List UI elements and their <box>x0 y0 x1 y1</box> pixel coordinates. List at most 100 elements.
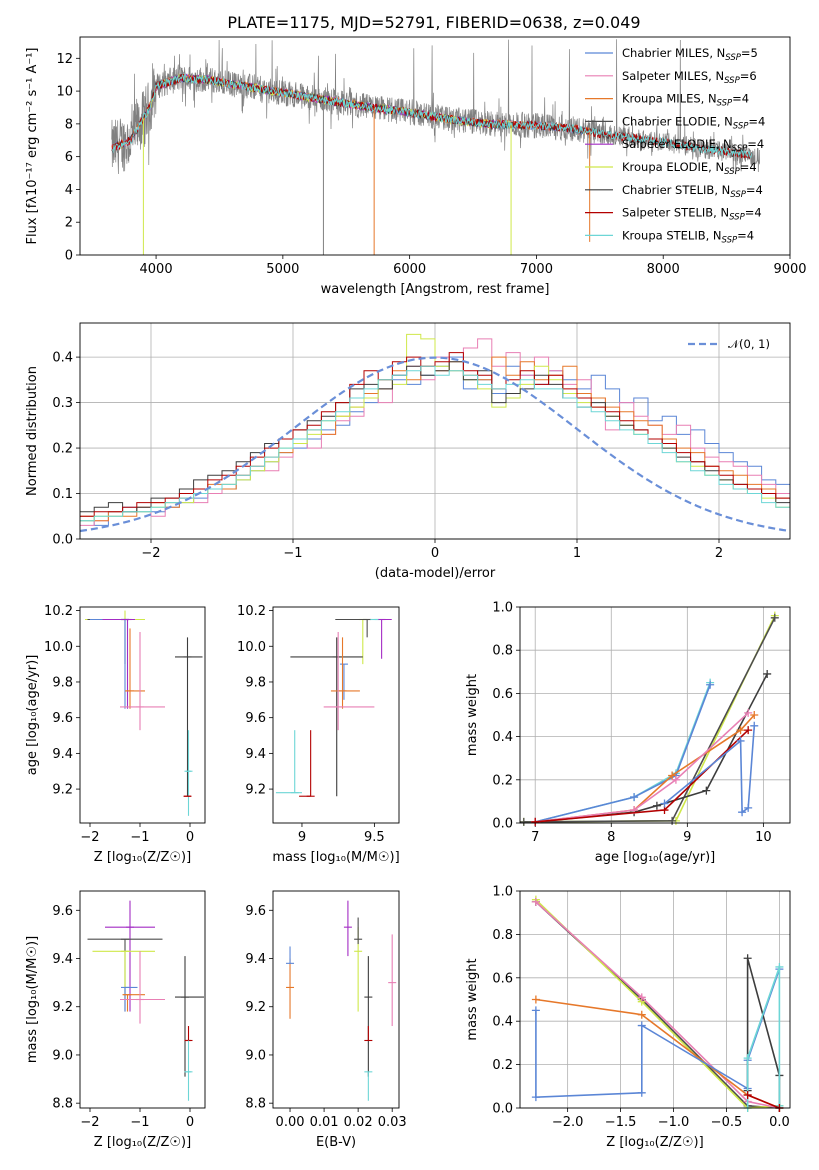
legend-entry-sub: SSP <box>729 213 745 223</box>
y-tick-label: 9.4 <box>245 952 266 967</box>
age-vs-mass-panel: 9 9.5 9.2 9.4 9.6 9.8 10.0 10.2 mass [log₁₀(M/M☉… <box>237 604 400 865</box>
spectrum-panel: 4000 5000 6000 7000 8000 9000 0 2 4 6 8 10 12 wavelen… <box>25 36 807 297</box>
errorbar-chabrier-miles <box>90 618 129 709</box>
errorbar-kroupa-stelib <box>184 1040 193 1101</box>
y-tick-label: 6 <box>65 150 73 165</box>
y-tick-label: 9.6 <box>245 904 266 919</box>
y-tick-label: 12 <box>56 52 73 67</box>
weight-line-salpeter-miles <box>535 901 780 1109</box>
y-axis-label: mass [log₁₀(M/M☉)] <box>25 936 40 1063</box>
axes-frame <box>272 606 400 824</box>
age-vs-Z-plot-area <box>85 610 203 816</box>
histogram-step-salpeter-stelib <box>80 352 790 517</box>
y-tick-label: 1.0 <box>492 601 513 616</box>
legend-entry-count: =4 <box>732 92 749 106</box>
errorbar-salpeter-elodie <box>343 900 352 957</box>
weight-point-marker <box>763 669 772 678</box>
legend-entry: Chabrier ELODIE, NSSP=4 <box>622 114 765 131</box>
x-tick-label: 0.00 <box>276 1115 305 1130</box>
weight-point-marker <box>744 726 753 735</box>
x-tick-label: 9 <box>683 830 691 845</box>
legend-entry-sub: SSP <box>733 121 749 131</box>
y-tick-label: 0.4 <box>52 351 73 366</box>
y-tick-label: 1.0 <box>492 885 513 900</box>
y-axis-label: Flux [fλ10⁻¹⁷ erg cm⁻² s⁻¹ A⁻¹] <box>25 48 40 245</box>
y-tick-label: 0 <box>65 249 73 264</box>
x-tick-label: −1 <box>130 1115 149 1130</box>
errorbar-salpeter-elodie <box>105 900 155 1012</box>
x-tick-label: 0 <box>186 830 194 845</box>
x-tick-label: 0.01 <box>310 1115 339 1130</box>
errorbar-salpeter-elodie <box>374 618 392 659</box>
x-tick-label: 10 <box>755 830 772 845</box>
weight-point-marker <box>531 897 540 906</box>
errorbar-kroupa-miles <box>125 628 145 709</box>
weight-point-marker <box>671 775 680 784</box>
legend-entry-name: Kroupa STELIB, N <box>622 228 722 242</box>
y-tick-label: 9.6 <box>52 904 73 919</box>
weight-point-marker <box>736 726 745 735</box>
y-tick-label: 0.0 <box>52 533 73 548</box>
y-tick-label: 8 <box>65 117 73 132</box>
errorbar-kroupa-stelib <box>364 1071 373 1101</box>
weight-line-kroupa-elodie <box>523 615 776 823</box>
weight-point-marker <box>744 708 753 717</box>
histogram-step-kroupa-stelib <box>80 365 790 522</box>
y-tick-label: 9.0 <box>52 1048 73 1063</box>
legend-entry-count: =5 <box>741 46 758 60</box>
x-tick-label: 0 <box>186 1115 194 1130</box>
weight-point-marker <box>637 993 646 1002</box>
y-tick-label: 0.3 <box>52 396 73 411</box>
legend-entry-sub: SSP <box>725 53 741 63</box>
y-tick-label: 0.6 <box>492 971 513 986</box>
errorbar-chabrier-stelib <box>175 956 204 1077</box>
errorbar-kroupa-miles <box>330 637 360 709</box>
y-tick-label: 0.4 <box>492 730 513 745</box>
legend-entry-name: Chabrier ELODIE, N <box>622 114 733 128</box>
y-axis-label: age [log₁₀(age/yr)] <box>25 655 40 776</box>
axes-frame <box>79 890 206 1109</box>
legend-entry: Salpeter ELODIE, NSSP=4 <box>622 137 764 154</box>
y-tick-label: 9.6 <box>52 711 73 726</box>
y-tick-label: 10.2 <box>44 604 73 619</box>
x-tick-label: 8000 <box>647 262 680 277</box>
legend-entry-sub: SSP <box>732 144 748 154</box>
y-axis-label: mass weight <box>465 674 480 756</box>
mass-vs-EBV-plot-area <box>286 900 397 1101</box>
legend-entry-name: Salpeter STELIB, N <box>622 206 729 220</box>
x-tick-label: −1.0 <box>658 1115 690 1130</box>
errorbar-salpeter-miles <box>120 951 165 1024</box>
y-tick-label: 9.2 <box>245 1000 266 1015</box>
x-axis-label: Z [log₁₀(Z/Z☉)] <box>94 850 191 865</box>
y-tick-label: 9.4 <box>245 747 266 762</box>
y-tick-label: 0.1 <box>52 487 73 502</box>
legend-entry-count: =4 <box>745 206 762 220</box>
legend-entry-name: Kroupa MILES, N <box>622 92 717 106</box>
y-tick-label: 4 <box>65 183 73 198</box>
figure-title: PLATE=1175, MJD=52791, FIBERID=0638, z=0… <box>227 13 640 32</box>
x-axis-label: Z [log₁₀(Z/Z☉)] <box>94 1135 191 1150</box>
x-axis-label: Z [log₁₀(Z/Z☉)] <box>606 1135 703 1150</box>
x-tick-label: −0.5 <box>711 1115 743 1130</box>
weight-line-salpeter-stelib <box>535 729 749 823</box>
y-tick-label: 10.0 <box>237 640 266 655</box>
axes-frame <box>519 606 791 824</box>
errorbar-kroupa-miles <box>122 994 145 1012</box>
mass-weight-vs-age-panel: 7 8 9 10 0.0 0.2 0.4 0.6 0.8 1.0 age [log₁₀(age/yr… <box>465 601 791 865</box>
errorbar-chabrier-miles <box>339 663 348 700</box>
errorbar-kroupa-elodie <box>92 950 155 1000</box>
y-tick-label: 0.2 <box>492 773 513 788</box>
weight-point-marker <box>738 808 747 817</box>
legend-entry-count: =4 <box>747 137 764 151</box>
weight-point-marker <box>775 962 784 971</box>
weight-line-salpeter-stelib <box>747 1094 780 1109</box>
legend-entry: Kroupa MILES, NSSP=4 <box>622 92 749 109</box>
panels: 4000 5000 6000 7000 8000 9000024681012wavelen… <box>25 36 807 1150</box>
y-tick-label: 9.6 <box>245 711 266 726</box>
y-tick-label: 9.0 <box>245 1048 266 1063</box>
y-tick-label: 0.0 <box>492 817 513 832</box>
y-tick-label: 10.0 <box>44 640 73 655</box>
x-tick-label: 6000 <box>393 262 426 277</box>
legend-entry-name: Chabrier MILES, N <box>622 46 725 60</box>
